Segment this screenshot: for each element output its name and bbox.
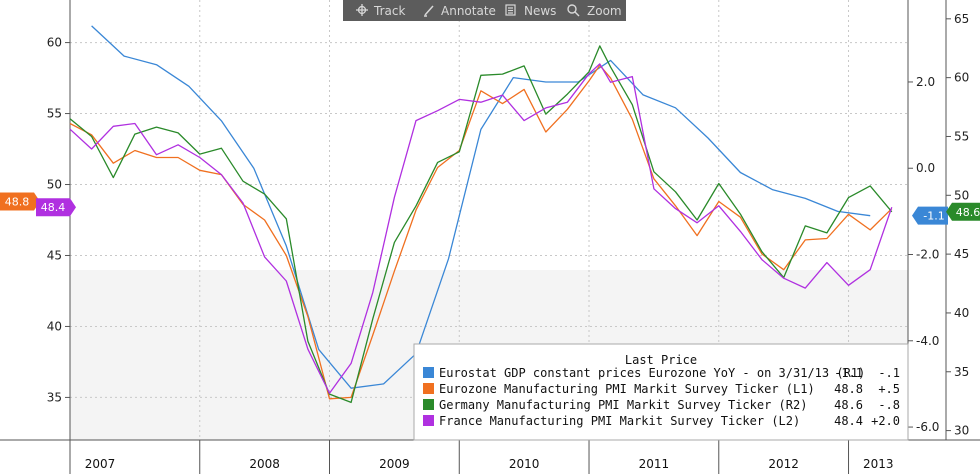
crosshair-icon [356, 4, 368, 16]
legend-last-value: 48.4 [834, 414, 863, 428]
legend: Last Price Eurostat GDP constant prices … [413, 343, 909, 441]
x-year-label: 2010 [509, 457, 540, 471]
x-year-label: 2009 [379, 457, 410, 471]
left-tick-label: 40 [47, 319, 62, 333]
legend-entry-text: France Manufacturing PMI Markit Survey T… [439, 414, 800, 428]
left-tick-label: 60 [47, 36, 62, 50]
left-tick-label: 50 [47, 178, 62, 192]
x-year-label: 2007 [85, 457, 116, 471]
right-axis-panel [908, 0, 980, 474]
pencil-icon [424, 5, 434, 17]
legend-swatch [423, 367, 434, 378]
legend-entry-text: Germany Manufacturing PMI Markit Survey … [439, 398, 807, 412]
last-value-badges: 48.8 48.4 -1.1 48.6 [0, 192, 980, 225]
chart-toolbar: Track Annotate News Zoom [343, 0, 626, 21]
badge-shape [946, 202, 980, 221]
x-year-label: 2013 [863, 457, 894, 471]
legend-entry-text: Eurostat GDP constant prices Eurozone Yo… [439, 366, 865, 380]
right-outer-tick-label: 35 [954, 365, 969, 379]
legend-rows: Eurostat GDP constant prices Eurozone Yo… [423, 366, 900, 428]
track-label: Track [373, 4, 405, 18]
series-line-1 [69, 64, 893, 400]
badge-label: -1.1 [923, 210, 944, 223]
x-year-label: 2008 [249, 457, 280, 471]
right-outer-tick-label: 45 [954, 247, 969, 261]
left-tick-label: 45 [47, 248, 62, 262]
series-line-3 [69, 63, 893, 394]
zoom-label: Zoom [587, 4, 622, 18]
annotate-label: Annotate [441, 4, 496, 18]
legend-change-value: -.8 [878, 398, 900, 412]
legend-last-value: -1.1 [834, 366, 863, 380]
right-outer-tick-label: 40 [954, 306, 969, 320]
legend-title: Last Price [625, 353, 697, 367]
legend-change-value: -.1 [878, 366, 900, 380]
legend-change-value: +.5 [878, 382, 900, 396]
legend-swatch [423, 415, 434, 426]
legend-last-value: 48.6 [834, 398, 863, 412]
right-inner-tick-label: -4.0 [916, 334, 939, 348]
badge-shape [0, 192, 40, 211]
news-button[interactable]: News [505, 4, 556, 18]
right-outer-tick-label: 50 [954, 188, 969, 202]
annotate-button[interactable]: Annotate [424, 4, 496, 18]
legend-swatch [423, 399, 434, 410]
series-line-0 [91, 25, 871, 389]
right-inner-tick-label: 0.0 [916, 161, 935, 175]
x-year-label: 2012 [768, 457, 799, 471]
right-inner-tick-label: -6.0 [916, 420, 939, 434]
badge-label: 48.8 [5, 196, 30, 209]
toolbar-background [343, 0, 626, 21]
right-outer-tick-label: 60 [954, 71, 969, 85]
legend-last-value: 48.8 [834, 382, 863, 396]
legend-change-value: +2.0 [871, 414, 900, 428]
badge-label: 48.4 [41, 201, 66, 214]
series-line-2 [69, 45, 893, 404]
legend-box [413, 343, 909, 441]
left-tick-label: 55 [47, 107, 62, 121]
badge-label: 48.6 [956, 206, 980, 219]
legend-entry-text: Eurozone Manufacturing PMI Markit Survey… [439, 382, 815, 396]
series-layer [69, 25, 893, 404]
badge-shape [36, 198, 76, 217]
x-year-label: 2011 [639, 457, 670, 471]
right-outer-tick-label: 65 [954, 12, 969, 26]
news-icon [505, 4, 516, 16]
left-tick-label: 35 [47, 390, 62, 404]
track-button[interactable]: Track [356, 4, 405, 18]
right-inner-tick-label: 2.0 [916, 75, 935, 89]
right-inner-tick-label: -2.0 [916, 248, 939, 262]
badge-shape [912, 206, 948, 225]
legend-swatch [423, 383, 434, 394]
zoom-button[interactable]: Zoom [567, 4, 622, 18]
right-outer-tick-label: 55 [954, 129, 969, 143]
news-label: News [524, 4, 556, 18]
magnifier-icon [567, 4, 580, 17]
right-outer-tick-label: 30 [954, 424, 969, 438]
